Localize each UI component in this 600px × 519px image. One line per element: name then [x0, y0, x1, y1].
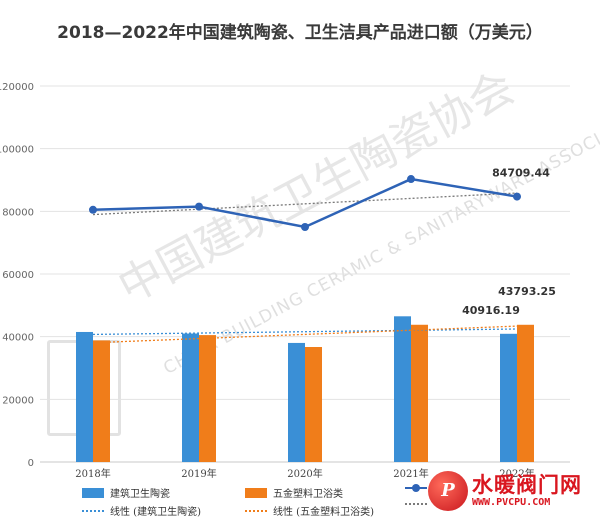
legend-label-ceramic: 建筑卫生陶瓷 — [110, 489, 170, 500]
legend-label-hardware: 五金塑料卫浴类 — [273, 489, 343, 500]
bar-hardware — [93, 340, 110, 462]
y-tick-label: 60000 — [2, 270, 34, 281]
legend-swatch-trend-total — [405, 503, 427, 505]
legend-item-total — [405, 484, 433, 492]
y-tick-labels: 0 20000 40000 60000 80000 100000 120000 — [0, 82, 34, 469]
x-tick-label: 2021年 — [393, 467, 428, 480]
bar-ceramic — [394, 316, 411, 462]
trend-lines — [92, 192, 518, 344]
y-tick-label: 20000 — [2, 395, 34, 406]
legend-swatch-ceramic — [82, 487, 104, 498]
total-point — [301, 223, 309, 231]
bars — [76, 316, 534, 462]
legend-item-trend-hardware: 线性 (五金塑料卫浴类) — [245, 503, 374, 518]
brand-url: WWW.PVCPU.COM — [472, 497, 551, 508]
legend-item-ceramic: 建筑卫生陶瓷 — [82, 485, 170, 500]
data-label-ceramic: 40916.19 — [462, 304, 520, 317]
legend-item-hardware: 五金塑料卫浴类 — [245, 485, 343, 500]
x-tick-label: 2019年 — [181, 467, 216, 480]
legend-label-trend-hardware: 线性 (五金塑料卫浴类) — [273, 507, 374, 518]
legend-label-trend-ceramic: 线性 (建筑卫生陶瓷) — [110, 507, 201, 518]
bar-hardware — [517, 324, 534, 462]
y-tick-label: 120000 — [0, 82, 34, 93]
total-point — [195, 202, 203, 211]
brand-name: 水暖阀门网 — [472, 473, 582, 497]
chart-legend: 建筑卫生陶瓷 五金塑料卫浴类 线性 (建筑卫生陶瓷) 线性 (五金塑料卫浴类) — [0, 479, 600, 519]
brand-badge-icon: P — [428, 470, 468, 511]
bar-hardware — [305, 347, 322, 462]
legend-swatch-trend-hardware — [245, 509, 267, 512]
total-line — [89, 175, 521, 231]
x-tick-label: 2018年 — [75, 467, 110, 480]
x-tick-labels: 2018年 2019年 2020年 2021年 2022年 — [75, 467, 534, 480]
bar-ceramic — [182, 333, 199, 462]
data-labels: 84709.44 40916.19 43793.25 — [462, 167, 556, 317]
total-point — [89, 205, 97, 214]
total-point — [513, 192, 521, 201]
x-tick-label: 2022年 — [499, 467, 534, 480]
legend-swatch-trend-ceramic — [82, 509, 104, 512]
legend-item-trend-ceramic: 线性 (建筑卫生陶瓷) — [82, 503, 201, 518]
y-tick-label: 40000 — [2, 333, 34, 344]
total-line-path — [92, 177, 518, 229]
legend-swatch-total — [405, 484, 427, 492]
data-label-hardware: 43793.25 — [498, 285, 556, 298]
y-tick-label: 80000 — [2, 207, 34, 218]
bar-ceramic — [500, 333, 517, 462]
bar-ceramic — [288, 342, 305, 462]
brand-logo: P 水暖阀门网 WWW.PVCPU.COM — [428, 462, 600, 519]
y-tick-label: 100000 — [0, 145, 34, 156]
y-tick-label: 0 — [28, 458, 34, 469]
trend-line — [92, 192, 518, 216]
data-label-total: 84709.44 — [492, 167, 550, 180]
bar-hardware — [411, 324, 428, 462]
total-point — [407, 175, 415, 184]
legend-swatch-hardware — [245, 487, 267, 498]
trend-line — [92, 328, 518, 336]
legend-item-trend-total — [405, 503, 433, 505]
trend-line — [92, 325, 518, 344]
bar-ceramic — [76, 331, 93, 462]
x-tick-label: 2020年 — [287, 467, 322, 480]
bar-hardware — [199, 335, 216, 462]
chart-title: 2018—2022年中国建筑陶瓷、卫生洁具产品进口额（万美元） — [57, 23, 543, 43]
